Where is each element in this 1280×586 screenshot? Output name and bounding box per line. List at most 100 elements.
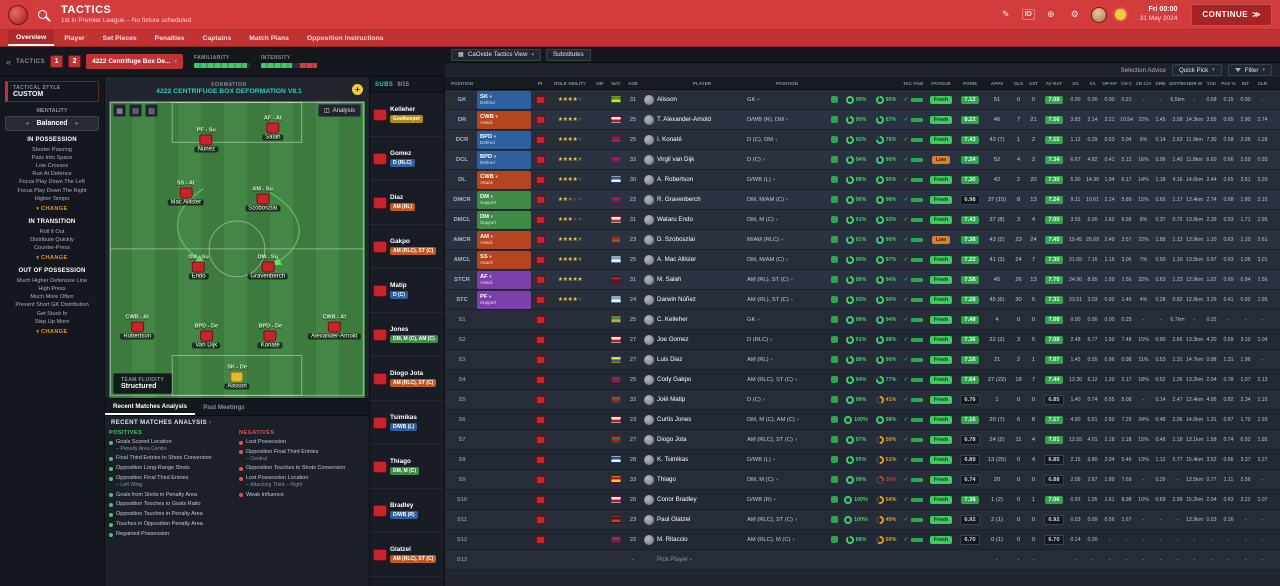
role-duty-cell[interactable]: CWB ▾ Attack — [475, 170, 533, 190]
column-header[interactable]: DRB — [1155, 80, 1166, 86]
position-value[interactable]: AM (RLC), M (C) ▾ — [747, 536, 795, 543]
sub-list-item[interactable]: Bradley D/WB (R) — [370, 489, 444, 533]
squad-table-row[interactable]: S1 25 C. Kelleher GK ▾ 98% 94% ✓ Fresh 7.48 4 0 0 7.0… — [445, 310, 1280, 330]
gear-icon[interactable]: ⚙ — [1070, 9, 1079, 19]
position-value[interactable]: DM, M/AM (C) ▾ — [747, 256, 789, 263]
player-name[interactable]: Darwin Núñez — [657, 296, 696, 303]
pitch-player[interactable]: CWB - At Robertson — [120, 314, 154, 340]
player-instructions-icon[interactable] — [533, 250, 547, 270]
column-header[interactable]: HDR W — [1186, 80, 1203, 86]
role-duty-cell[interactable]: BPD ▾ Defend — [475, 130, 533, 150]
analysis-item[interactable]: Touches in Opposition Penalty Area — [109, 521, 235, 528]
player-instructions-icon[interactable] — [533, 350, 547, 370]
filter-button[interactable]: Filter ▾ — [1227, 64, 1272, 76]
player-name[interactable]: M. Ritaccio — [657, 536, 688, 543]
position-value[interactable]: DM, M (C), AM (C) ▾ — [747, 416, 800, 423]
search-icon[interactable] — [38, 10, 47, 19]
column-header[interactable]: INF — [596, 80, 604, 86]
column-header[interactable]: POSITION — [776, 80, 798, 86]
position-value[interactable]: DM, M/AM (C) ▾ — [747, 196, 789, 203]
analysis-item[interactable]: Regained Possession — [109, 531, 235, 538]
analysis-item[interactable]: Final Third Entries to Shots Conversion — [109, 455, 235, 462]
player-name[interactable]: Diogo Jota — [657, 436, 687, 443]
squad-table-row[interactable]: AMCL SS ▾ Attack ★ ★ ★ ★ ★ 25 A. Mac Allister DM, … — [445, 250, 1280, 270]
tab-penalties[interactable]: Penalties — [154, 34, 185, 42]
column-header[interactable]: GLS — [1013, 80, 1024, 86]
position-value[interactable]: DM, M (C) ▾ — [747, 216, 778, 223]
squad-table-row[interactable]: S12 22 M. Ritaccio AM (RLC), M (C) ▾ 88% 60% ✓ F… — [445, 530, 1280, 550]
pitch-player[interactable]: AM - Su Szoboszlai — [245, 187, 281, 212]
position-value[interactable]: D/WB (L) ▾ — [747, 456, 776, 463]
player-name[interactable]: Paul Glatzel — [657, 516, 691, 523]
chevron-left-icon[interactable]: ◂ — [25, 121, 29, 127]
column-header[interactable]: INT — [1241, 80, 1250, 86]
player-name[interactable]: T. Alexander-Arnold — [657, 116, 711, 123]
chevron-right-icon[interactable]: ▸ — [75, 121, 79, 127]
pitch-player[interactable]: SS - At Mac Allister — [167, 181, 205, 206]
role-duty-cell[interactable]: CWB ▾ Attack — [475, 110, 533, 130]
sub-list-item[interactable]: Kelleher Goalkeeper — [370, 93, 444, 137]
squad-table-row[interactable]: S11 23 Paul Glatzel AM (RLC), ST (C) ▾ 100% 49… — [445, 510, 1280, 530]
squad-table-row[interactable]: S7 27 Diogo Jota AM (RLC), ST (C) ▾ 97% 50% ✓ Fr… — [445, 430, 1280, 450]
tactic-preset-2[interactable]: 2 — [68, 55, 82, 68]
player-name[interactable]: I. Konaté — [657, 136, 682, 143]
tab-match-plans[interactable]: Match Plans — [249, 34, 289, 42]
sub-list-item[interactable]: Jones DM, M (C), AM (C) — [370, 313, 444, 357]
column-header[interactable]: TCK — [1206, 80, 1217, 86]
view-dropdown[interactable]: ▦ CaOxide Tactics View ▾ — [451, 48, 541, 61]
player-name[interactable]: C. Kelleher — [657, 316, 688, 323]
column-header[interactable]: XA — [1089, 80, 1096, 86]
column-header[interactable]: PLAYER — [692, 80, 712, 86]
analysis-item[interactable]: Goals from Shots in Penalty Area — [109, 492, 235, 499]
squad-table-row[interactable]: DMCR DM ▾ Support ★ ★ ★ ★ ★ 22 R. Gravenberch DM, … — [445, 190, 1280, 210]
pitch-player[interactable]: BPD - De Konaté — [257, 323, 283, 349]
position-value[interactable]: D (C), DM ▾ — [747, 136, 778, 143]
tactical-style-box[interactable]: TACTICAL STYLE CUSTOM — [5, 81, 99, 102]
role-duty-cell[interactable]: SK ▾ Defend — [475, 90, 533, 110]
change-button[interactable]: CHANGE — [5, 329, 99, 335]
squad-table-row[interactable]: AMCR AM ▾ Attack ★ ★ ★ ★ ★ 23 D. Szoboszlai M/AM (… — [445, 230, 1280, 250]
column-header[interactable]: PI — [537, 80, 543, 86]
player-instructions-icon[interactable] — [533, 290, 547, 310]
column-header[interactable]: FORM — [963, 80, 977, 86]
list-view-icon[interactable]: ▧ — [145, 104, 158, 117]
position-value[interactable] — [747, 550, 827, 570]
player-instructions-icon[interactable] — [533, 410, 547, 430]
player-name[interactable]: Luis Diaz — [657, 356, 683, 363]
analysis-tab-past-meetings[interactable]: Past Meetings — [203, 403, 245, 411]
change-button[interactable]: CHANGE — [5, 255, 99, 261]
player-name[interactable]: Virgil van Dijk — [657, 156, 695, 163]
position-value[interactable]: AM (RL), ST (C) ▾ — [747, 276, 794, 283]
analysis-tab-recent-matches-analysis[interactable]: Recent Matches Analysis — [105, 399, 196, 415]
analysis-toggle[interactable]: ◫ Analysis — [317, 104, 361, 117]
player-instructions-icon[interactable] — [533, 190, 547, 210]
role-duty-cell[interactable]: PF ▾ Support — [475, 290, 533, 310]
analysis-item[interactable]: Opposition Touches to Goals Ratio — [109, 501, 235, 508]
player-name[interactable]: R. Gravenberch — [657, 196, 701, 203]
change-button[interactable]: CHANGE — [5, 206, 99, 212]
sub-list-item[interactable]: Glatzel AM (RLC), ST (C) — [370, 533, 444, 577]
column-header[interactable]: OP-KP — [1102, 80, 1117, 86]
pitch-player[interactable]: SK - De Alisson — [224, 365, 250, 390]
player-instructions-icon[interactable] — [533, 310, 547, 330]
player-instructions-icon[interactable] — [533, 170, 547, 190]
squad-table-row[interactable]: S6 23 Curtis Jones DM, M (C), AM (C) ▾ 100% 98… — [445, 410, 1280, 430]
chart-view-icon[interactable]: ▤ — [129, 104, 142, 117]
column-header[interactable]: APPS — [990, 80, 1004, 86]
position-value[interactable]: AM (RLC), ST (C) ▾ — [747, 436, 798, 443]
column-header[interactable]: FATIGUE — [931, 80, 951, 86]
pitch-player[interactable]: PF - Su Núñez — [194, 127, 218, 153]
tab-overview[interactable]: Overview — [8, 30, 55, 46]
player-instructions-icon[interactable] — [533, 530, 547, 550]
continue-button[interactable]: CONTINUE ≫ — [1191, 3, 1272, 26]
id-badge[interactable]: ID — [1021, 9, 1035, 20]
squad-table-row[interactable]: DMCL DM ▾ Support ★ ★ ★ ★ ★ 31 Wataru Endo DM, M (… — [445, 210, 1280, 230]
column-header[interactable]: CH C — [1120, 80, 1133, 86]
player-instructions-icon[interactable] — [533, 510, 547, 530]
pitch-player[interactable]: BPD - De Van Dijk — [192, 323, 221, 349]
position-value[interactable]: DM, M (C) ▾ — [747, 476, 778, 483]
player-name[interactable]: Pick Player ▾ — [657, 556, 693, 563]
squad-table-row[interactable]: STC PF ▾ Support ★ ★ ★ ★ ★ 24 Darwin Núñez AM (RL)… — [445, 290, 1280, 310]
analysis-item[interactable]: Opposition Final Third Entries – Left Win… — [109, 475, 235, 488]
back-icon[interactable]: « — [6, 56, 12, 67]
